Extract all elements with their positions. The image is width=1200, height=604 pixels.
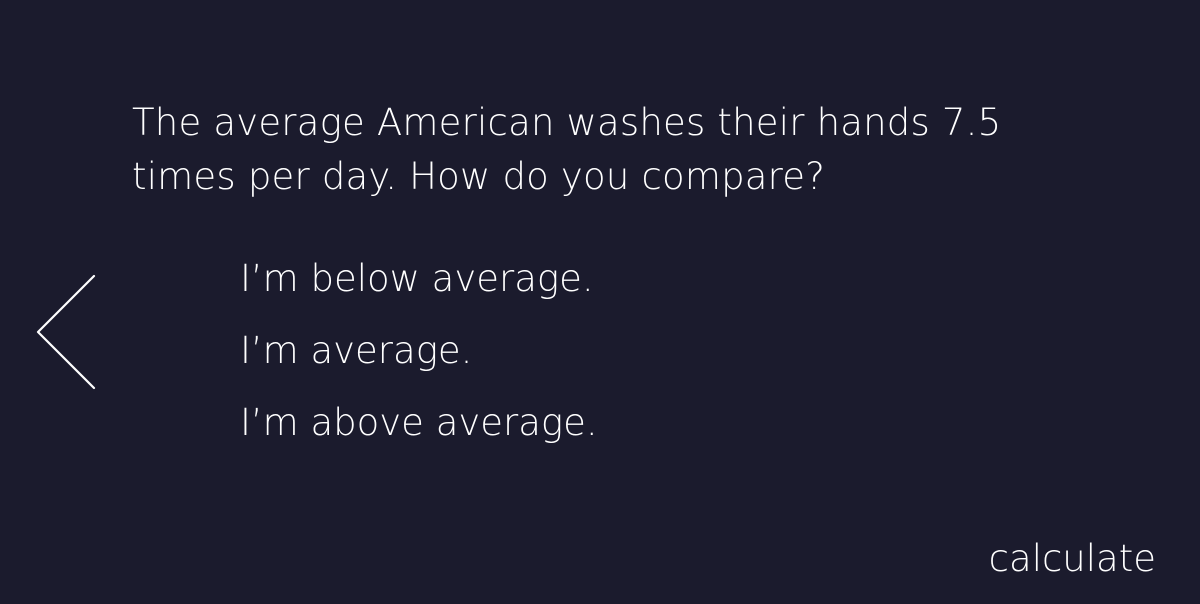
question-text: The average American washes their hands … <box>132 101 1002 198</box>
option-average[interactable]: I’m average. <box>240 329 473 372</box>
answer-options: I’m below average. I’m average. I’m abov… <box>240 252 800 468</box>
back-button[interactable] <box>32 272 102 396</box>
option-above-average[interactable]: I’m above average. <box>240 401 598 444</box>
option-below-average[interactable]: I’m below average. <box>240 257 594 300</box>
calculate-button[interactable]: calculate <box>988 537 1156 580</box>
chevron-left-icon <box>36 274 96 390</box>
